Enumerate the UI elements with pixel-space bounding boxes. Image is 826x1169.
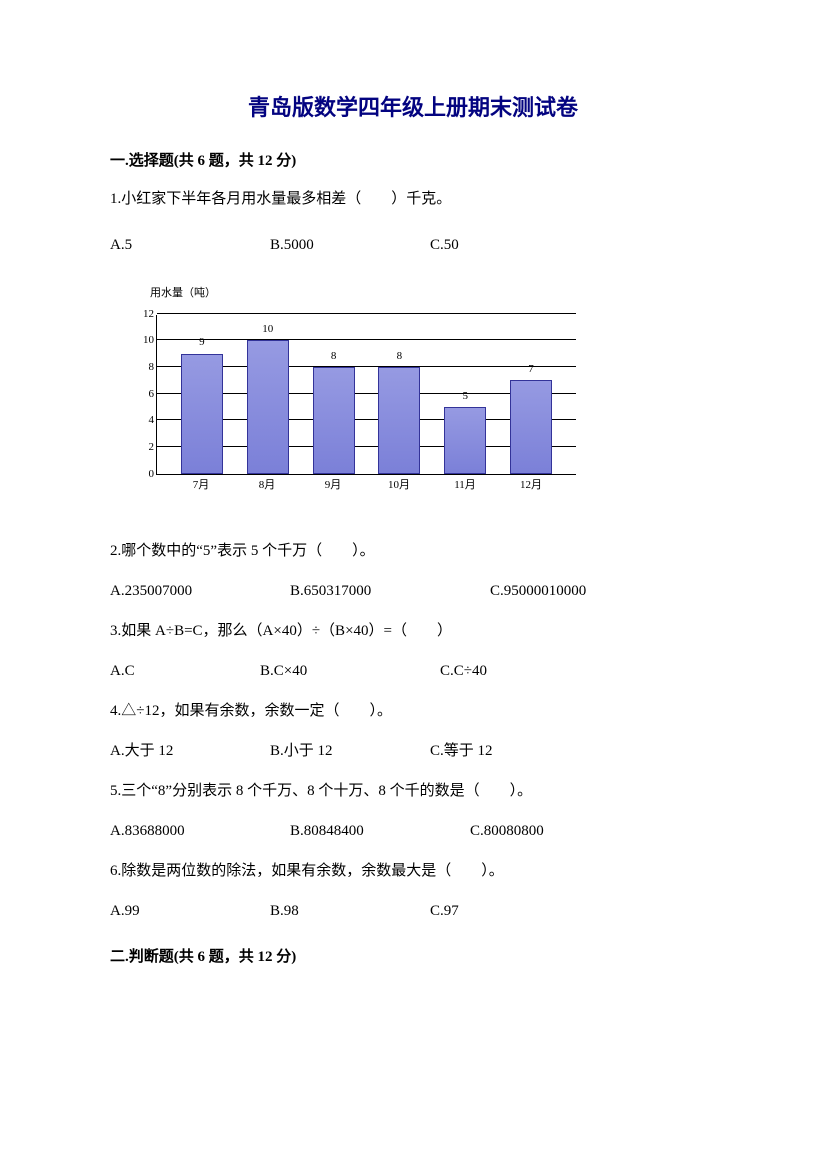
- question-5-options: A.83688000 B.80848400 C.80080800: [110, 819, 716, 843]
- chart-xtick: 12月: [510, 477, 552, 495]
- chart-ytick: 4: [124, 413, 154, 431]
- q4-opt-a: A.大于 12: [110, 739, 270, 763]
- page-title: 青岛版数学四年级上册期末测试卷: [110, 90, 716, 125]
- chart-bar-value: 9: [199, 334, 205, 352]
- chart-bar: [378, 367, 420, 474]
- question-3: 3.如果 A÷B=C，那么（A×40）÷（B×40）=（ ）: [110, 619, 716, 643]
- water-usage-chart: 用水量（吨） 9 10 8 8 5 7 7月 8月 9月 10月 11月 12月 0 2 4 6 8 10 12: [118, 285, 716, 505]
- chart-ytick: 8: [124, 359, 154, 377]
- chart-bar: [313, 367, 355, 474]
- q5-opt-b: B.80848400: [290, 819, 470, 843]
- chart-ytick: 0: [124, 466, 154, 484]
- chart-ytick: 10: [124, 333, 154, 351]
- q4-opt-c: C.等于 12: [430, 739, 610, 763]
- question-5: 5.三个“8”分别表示 8 个千万、8 个十万、8 个千的数是（ ）。: [110, 779, 716, 803]
- q3-opt-c: C.C÷40: [440, 659, 620, 683]
- question-6: 6.除数是两位数的除法，如果有余数，余数最大是（ ）。: [110, 859, 716, 883]
- chart-ytick: 12: [124, 306, 154, 324]
- chart-bar-value: 8: [397, 348, 403, 366]
- q3-opt-a: A.C: [110, 659, 260, 683]
- question-2-options: A.235007000 B.650317000 C.95000010000: [110, 579, 716, 603]
- chart-ylabel: 用水量（吨）: [150, 285, 716, 303]
- chart-bar-col: 10: [247, 321, 289, 474]
- question-1-options: A.5 B.5000 C.50: [110, 233, 716, 257]
- chart-bar-col: 8: [313, 348, 355, 474]
- chart-bar-col: 8: [378, 348, 420, 474]
- q4-opt-b: B.小于 12: [270, 739, 430, 763]
- chart-bar-value: 5: [462, 388, 468, 406]
- q3-opt-b: B.C×40: [260, 659, 440, 683]
- chart-bar: [444, 407, 486, 474]
- q6-opt-b: B.98: [270, 899, 430, 923]
- chart-xtick: 7月: [180, 477, 222, 495]
- chart-bar-col: 9: [181, 334, 223, 474]
- question-6-options: A.99 B.98 C.97: [110, 899, 716, 923]
- question-3-options: A.C B.C×40 C.C÷40: [110, 659, 716, 683]
- q6-opt-a: A.99: [110, 899, 270, 923]
- chart-bar-value: 10: [262, 321, 273, 339]
- q6-opt-c: C.97: [430, 899, 610, 923]
- chart-bar: [247, 340, 289, 473]
- section2-header: 二.判断题(共 6 题，共 12 分): [110, 945, 716, 969]
- chart-bar-col: 7: [510, 361, 552, 474]
- question-4: 4.△÷12，如果有余数，余数一定（ ）。: [110, 699, 716, 723]
- q1-opt-c: C.50: [430, 233, 590, 257]
- chart-xtick: 8月: [246, 477, 288, 495]
- chart-xtick: 10月: [378, 477, 420, 495]
- section1-header: 一.选择题(共 6 题，共 12 分): [110, 149, 716, 173]
- question-4-options: A.大于 12 B.小于 12 C.等于 12: [110, 739, 716, 763]
- q1-opt-b: B.5000: [270, 233, 430, 257]
- chart-ytick: 6: [124, 386, 154, 404]
- q1-opt-a: A.5: [110, 233, 270, 257]
- chart-xtick: 11月: [444, 477, 486, 495]
- q2-opt-c: C.95000010000: [490, 579, 670, 603]
- q5-opt-c: C.80080800: [470, 819, 650, 843]
- question-1: 1.小红家下半年各月用水量最多相差（ ）千克。: [110, 187, 716, 211]
- chart-bar-value: 7: [528, 361, 534, 379]
- chart-xtick: 9月: [312, 477, 354, 495]
- chart-bar: [181, 354, 223, 474]
- q2-opt-b: B.650317000: [290, 579, 490, 603]
- chart-ytick: 2: [124, 439, 154, 457]
- q5-opt-a: A.83688000: [110, 819, 290, 843]
- chart-bar: [510, 380, 552, 473]
- question-2: 2.哪个数中的“5”表示 5 个千万（ ）。: [110, 539, 716, 563]
- q2-opt-a: A.235007000: [110, 579, 290, 603]
- chart-bar-value: 8: [331, 348, 337, 366]
- chart-gridline: [157, 313, 576, 314]
- chart-bar-col: 5: [444, 388, 486, 474]
